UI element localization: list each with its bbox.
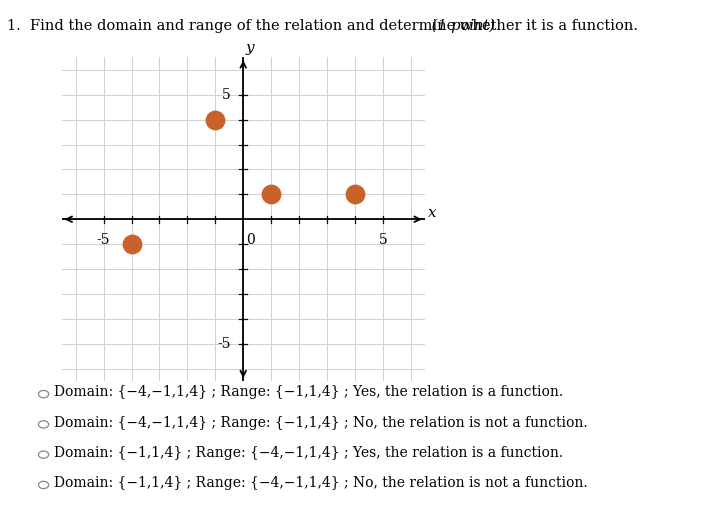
Text: -5: -5 [217,337,231,351]
Text: x: x [428,206,436,220]
Text: Domain: {−1,1,4} ; Range: {−4,−1,1,4} ; No, the relation is not a function.: Domain: {−1,1,4} ; Range: {−4,−1,1,4} ; … [54,476,588,490]
Text: 0: 0 [246,233,255,247]
Text: Domain: {−1,1,4} ; Range: {−4,−1,1,4} ; Yes, the relation is a function.: Domain: {−1,1,4} ; Range: {−4,−1,1,4} ; … [54,446,563,460]
Text: Domain: {−4,−1,1,4} ; Range: {−1,1,4} ; Yes, the relation is a function.: Domain: {−4,−1,1,4} ; Range: {−1,1,4} ; … [54,385,563,399]
Text: -5: -5 [97,233,110,247]
Text: 1.  Find the domain and range of the relation and determine whether it is a func: 1. Find the domain and range of the rela… [7,19,638,33]
Point [126,240,137,248]
Point [210,115,221,124]
Text: Domain: {−4,−1,1,4} ; Range: {−1,1,4} ; No, the relation is not a function.: Domain: {−4,−1,1,4} ; Range: {−1,1,4} ; … [54,416,588,430]
Text: (1 point): (1 point) [427,19,495,33]
Text: 5: 5 [378,233,387,247]
Text: 5: 5 [222,88,231,102]
Point [349,190,361,198]
Text: y: y [246,41,255,55]
Point [265,190,277,198]
